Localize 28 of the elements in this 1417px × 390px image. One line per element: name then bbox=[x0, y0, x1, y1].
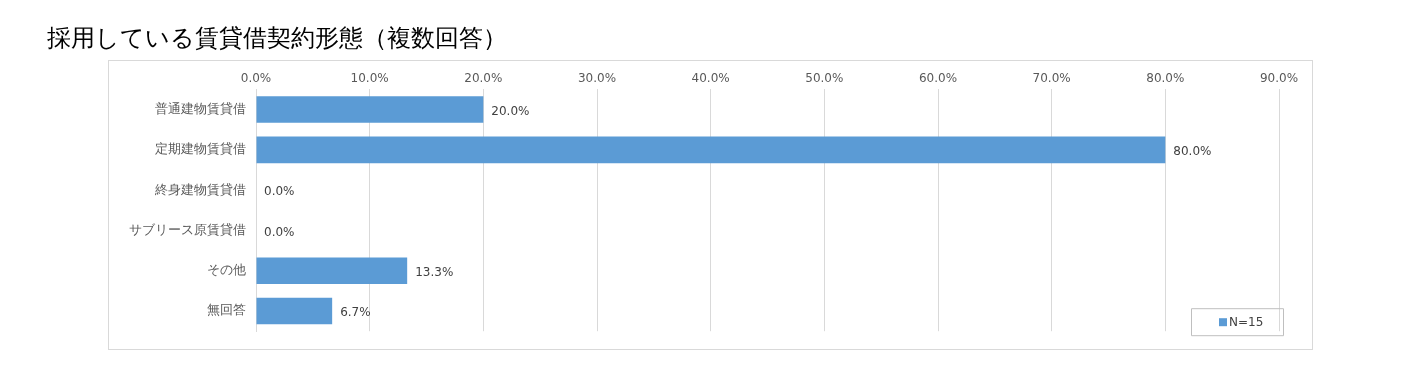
x-tick-label: 40.0% bbox=[691, 71, 730, 86]
data-label: 13.3% bbox=[415, 264, 454, 279]
bar bbox=[256, 297, 333, 325]
y-tick-label: 終身建物賃貸借 bbox=[154, 181, 246, 197]
data-label: 20.0% bbox=[491, 103, 530, 118]
y-tick-label: 定期建物賃貸借 bbox=[155, 141, 246, 157]
bar bbox=[256, 136, 1166, 164]
x-tick-label: 50.0% bbox=[805, 71, 844, 86]
x-tick-label: 0.0% bbox=[240, 71, 272, 86]
y-tick-label: サブリース原賃貸借 bbox=[129, 221, 246, 237]
x-tick-label: 10.0% bbox=[350, 71, 389, 86]
data-label: 0.0% bbox=[264, 184, 295, 199]
data-label: 80.0% bbox=[1173, 143, 1212, 158]
x-tick-label: 90.0% bbox=[1259, 71, 1299, 86]
y-tick-label: 普通建物賃貸借 bbox=[155, 100, 246, 116]
chart-title: 採用している賃貸借契約形態（複数回答） bbox=[47, 23, 508, 54]
x-tick-label: 20.0% bbox=[464, 71, 503, 86]
x-tick-label: 30.0% bbox=[577, 71, 617, 86]
legend-label: N=15 bbox=[1229, 314, 1264, 329]
y-tick-label: 無回答 bbox=[207, 302, 246, 318]
data-label: 0.0% bbox=[264, 224, 295, 239]
bar bbox=[256, 96, 484, 123]
bar bbox=[256, 257, 408, 285]
x-tick-label: 70.0% bbox=[1032, 71, 1071, 86]
y-tick-label: その他 bbox=[207, 262, 246, 278]
x-tick-label: 60.0% bbox=[918, 71, 958, 86]
x-tick-label: 80.0% bbox=[1146, 71, 1185, 86]
data-label: 6.7% bbox=[340, 305, 371, 320]
